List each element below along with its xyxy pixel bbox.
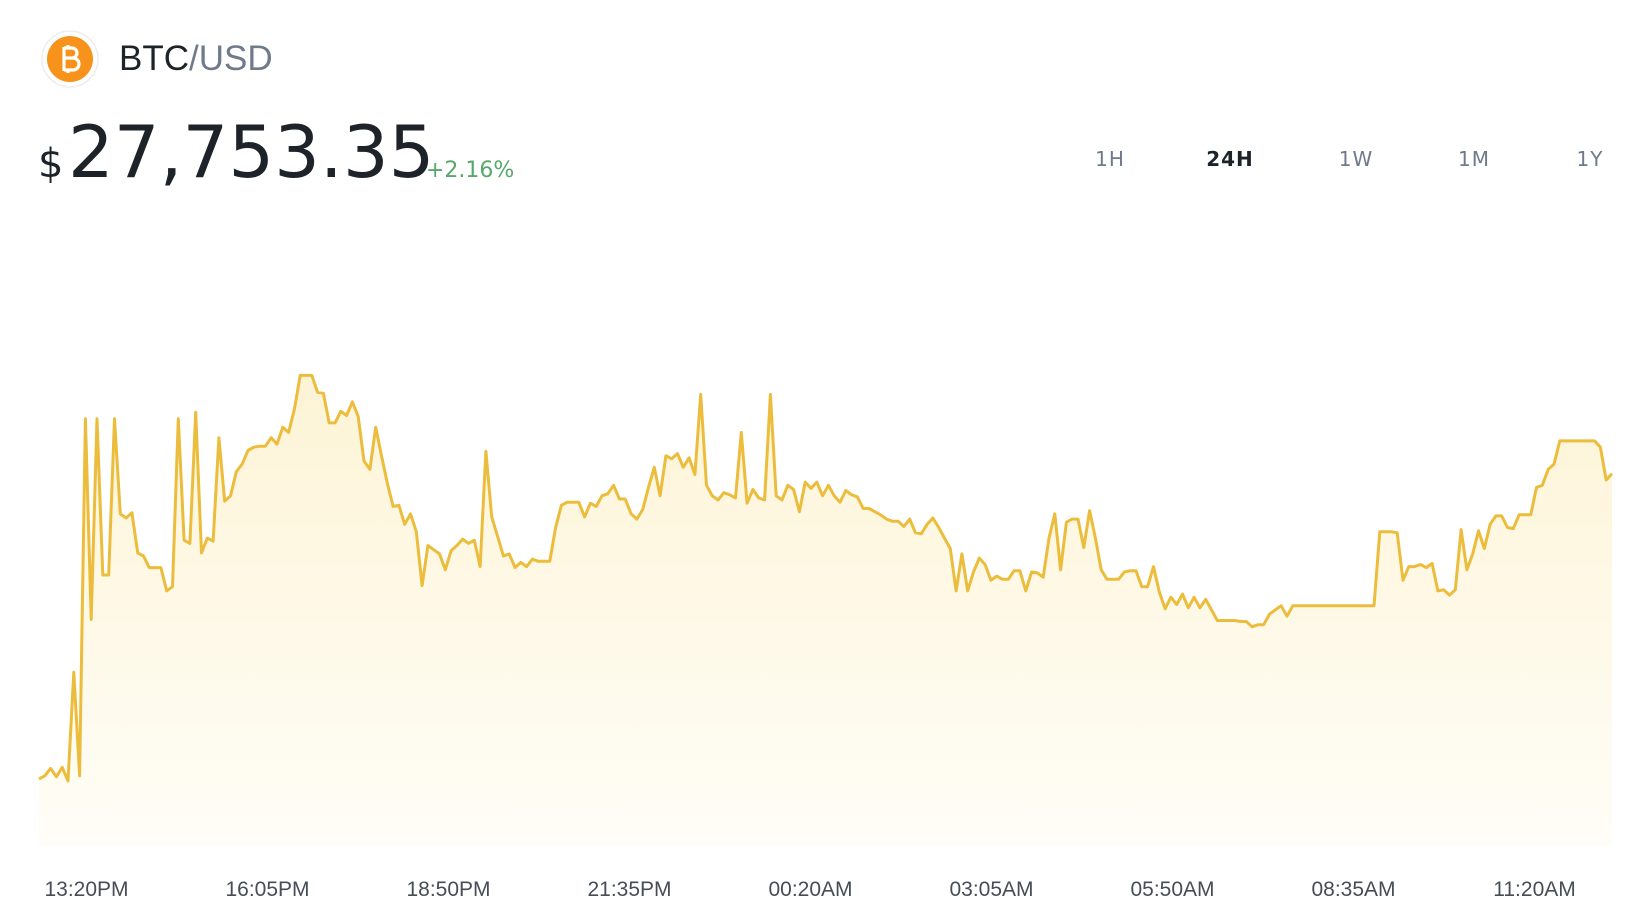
timeframe-button[interactable]: 1Y — [1577, 147, 1604, 171]
x-tick-label: 16:05PM — [225, 878, 309, 901]
price: 27,753.35 — [68, 110, 434, 194]
quote: /USD — [189, 39, 273, 78]
x-tick-label: 03:05AM — [949, 878, 1033, 901]
timeframe-button[interactable]: 1H — [1095, 147, 1125, 171]
x-tick-label: 05:50AM — [1130, 878, 1214, 901]
timeframe-button[interactable]: 1W — [1339, 147, 1374, 171]
timeframe-button[interactable]: 1M — [1458, 147, 1490, 171]
pair: BTC/USD — [119, 39, 273, 78]
timeframe-button[interactable]: 24H — [1206, 147, 1254, 171]
area — [39, 375, 1612, 846]
x-tick-label: 00:20AM — [768, 878, 852, 901]
btc-logo — [41, 30, 99, 88]
chart: 13:20PM 16:05PM 18:50PM 21:35PM 00:20AM 03:05… — [38, 373, 1614, 901]
x-tick-label: 13:20PM — [44, 878, 128, 901]
price-line — [38, 373, 1614, 783]
base: BTC — [119, 39, 189, 78]
change: +2.16% — [426, 158, 514, 183]
x-tick-label: 21:35PM — [587, 878, 671, 901]
timeframes: 1H 24H 1W 1M 1Y — [1095, 147, 1604, 171]
currency: $ — [38, 141, 63, 187]
x-tick-label: 08:35AM — [1311, 878, 1395, 901]
x-tick-label: 11:20AM — [1493, 878, 1576, 901]
x-tick-label: 18:50PM — [406, 878, 490, 901]
